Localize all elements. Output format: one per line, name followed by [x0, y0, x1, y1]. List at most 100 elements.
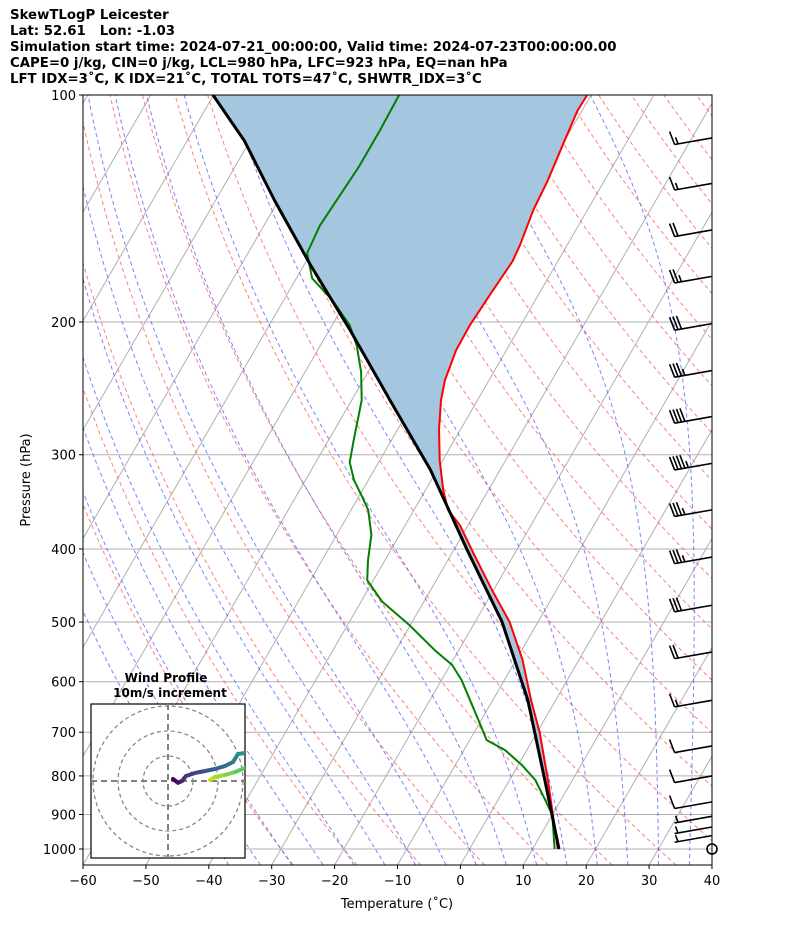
cape-text: CAPE=0 j/kg, CIN=0 j/kg, LCL=980 hPa, LF… — [10, 56, 508, 71]
dry-adiabat — [83, 386, 358, 865]
barb-flag — [668, 176, 676, 191]
y-tick-label: 500 — [51, 616, 76, 631]
wind-barb — [668, 131, 713, 146]
y-tick-label: 700 — [51, 726, 76, 741]
dry-adiabat — [207, 95, 712, 842]
x-tick-label: −50 — [132, 874, 159, 889]
isotherm-gridline — [522, 537, 712, 865]
wind-barb — [674, 815, 713, 824]
wind-barbs — [668, 131, 718, 855]
wind-barb — [668, 408, 713, 424]
isotherm-gridline — [83, 95, 340, 540]
barb-flag — [672, 549, 679, 564]
barb-shaft — [674, 182, 713, 191]
y-tick-label: 900 — [51, 808, 76, 823]
y-tick-label: 300 — [51, 449, 76, 464]
barb-flag — [672, 363, 679, 377]
barb-flag — [672, 316, 679, 330]
hodograph-plot — [91, 704, 245, 858]
background-lines — [83, 95, 794, 865]
barb-half-flag — [674, 826, 679, 834]
barb-half-flag — [681, 507, 686, 515]
indices-text: LFT IDX=3˚C, K IDX=21˚C, TOTAL TOTS=47˚C… — [10, 72, 482, 87]
dry-adiabat — [337, 95, 712, 630]
barb-flag — [672, 269, 679, 283]
y-tick-label: 800 — [51, 770, 76, 785]
dry-adiabat — [729, 95, 794, 865]
dry-adiabat — [532, 95, 712, 341]
barb-flag — [672, 597, 679, 612]
barb-flag — [672, 409, 679, 423]
barb-half-flag — [681, 555, 686, 563]
barb-half-flag — [685, 460, 690, 468]
x-tick-label: −20 — [321, 874, 348, 889]
barb-shaft — [674, 826, 713, 835]
barb-flag — [668, 456, 676, 471]
isotherm-gridline — [585, 646, 712, 865]
dry-adiabat — [370, 95, 712, 580]
x-tick-label: −10 — [384, 874, 411, 889]
x-tick-label: 20 — [578, 874, 595, 889]
wind-barb — [668, 693, 713, 708]
hodograph-ring — [117, 730, 219, 832]
dry-adiabat — [402, 95, 712, 530]
x-tick-label: 40 — [704, 874, 721, 889]
wind-barb — [668, 795, 713, 810]
isotherm-gridline — [83, 95, 89, 105]
barb-flag — [668, 598, 676, 613]
wind-barb — [674, 826, 713, 835]
cape-shading — [213, 95, 588, 849]
isotherm-gridline — [334, 211, 712, 865]
x-tick-label: −40 — [195, 874, 222, 889]
y-tick-label: 400 — [51, 543, 76, 558]
wind-barb — [668, 769, 713, 784]
dry-adiabat — [467, 95, 712, 434]
y-tick-label: 1000 — [43, 843, 76, 858]
profiles — [211, 95, 589, 850]
barb-flag — [668, 769, 676, 783]
dry-adiabat — [630, 95, 712, 205]
wind-barb — [668, 222, 713, 238]
barb-shaft — [674, 775, 713, 784]
barb-half-flag — [674, 699, 679, 707]
barb-flag — [679, 408, 686, 422]
isotherm-gridline — [83, 95, 277, 431]
parcel-profile-line — [211, 95, 561, 850]
chart-title: SkewTLogP Leicester — [10, 8, 169, 23]
axes: −60 −50 −40 −30 −20 −10 0 10 20 30 40 100 200 300 400 5… — [43, 89, 720, 889]
barb-half-flag — [681, 368, 686, 376]
hodograph-segment — [233, 766, 245, 774]
dry-adiabat — [239, 95, 712, 787]
barb-shaft — [674, 229, 713, 238]
y-axis-label: Pressure (hPa) — [19, 433, 34, 526]
barb-flag — [675, 501, 683, 516]
y-tick-label: 600 — [51, 676, 76, 691]
barb-flag — [668, 645, 676, 659]
barb-shaft — [674, 651, 713, 660]
isotherm-gridline — [711, 864, 712, 865]
barb-flag — [668, 550, 676, 564]
y-tick-label: 200 — [51, 316, 76, 331]
time-text: Simulation start time: 2024-07-21_00:00:… — [10, 40, 617, 55]
barb-shaft — [674, 699, 713, 708]
moist-adiabat — [287, 95, 598, 865]
moist-adiabat — [87, 95, 447, 865]
moist-adiabat — [720, 95, 747, 865]
barb-flag — [675, 362, 683, 377]
wind-barb — [668, 597, 713, 613]
dry-adiabat — [174, 95, 677, 865]
moist-adiabat — [83, 490, 293, 865]
hodograph-segment — [236, 751, 245, 756]
dry-adiabat — [304, 95, 712, 681]
moist-adiabat — [114, 95, 477, 865]
barb-flag — [668, 693, 676, 708]
barb-shaft — [674, 745, 713, 754]
wind-barb — [668, 501, 713, 518]
x-tick-label: −30 — [258, 874, 285, 889]
isotherm-gridline — [648, 755, 712, 865]
dry-adiabat — [109, 95, 549, 865]
dry-adiabat — [142, 95, 613, 865]
barb-shaft — [674, 801, 713, 810]
barb-half-flag — [674, 834, 679, 842]
